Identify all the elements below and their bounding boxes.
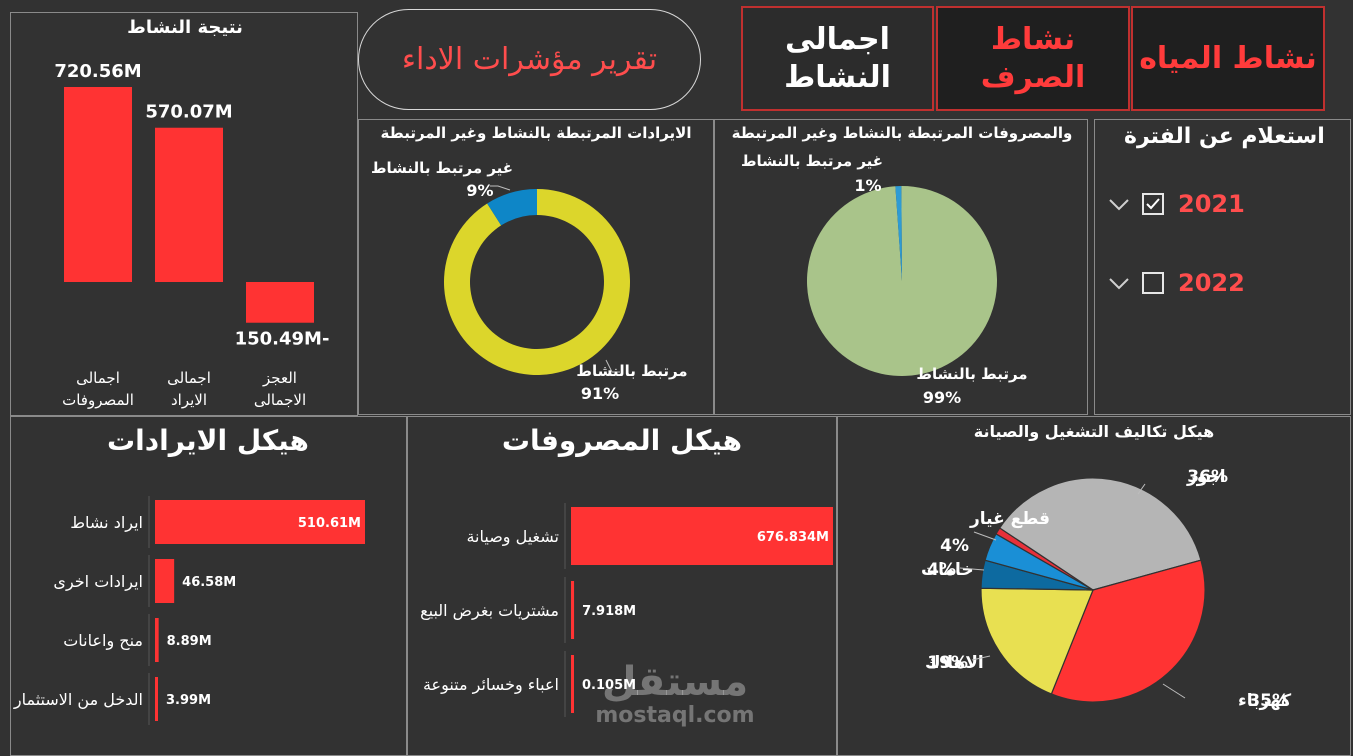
activity-result-panel xyxy=(10,12,358,416)
revenue-structure-value-3: 3.99M xyxy=(166,693,211,708)
year-2021-label: 2021 xyxy=(1178,190,1245,218)
period-filter-title: استعلام عن الفترة xyxy=(1124,124,1325,149)
om-cost-label-value-3: 4% xyxy=(927,560,956,580)
revenue-structure-title: هيكل الايرادات xyxy=(107,424,309,457)
expense-structure-value-2: 0.105M xyxy=(582,678,636,693)
activity-result-title: نتيجة النشاط xyxy=(127,17,243,38)
expense-structure-bar-2 xyxy=(571,655,574,713)
watermark-latin: mostaql.com xyxy=(595,703,755,728)
revenue-structure-category-1: ايرادات اخرى xyxy=(53,572,143,592)
om-cost-label-name-4: قطع غيار xyxy=(969,509,1050,529)
revenue-structure-category-3: الدخل من الاستثمار xyxy=(13,690,143,710)
expense-split-label-name-1: غير مرتبط بالنشاط xyxy=(741,152,883,170)
expense-split-label-value-0: 99% xyxy=(923,388,961,407)
revenue-split-label-name-1: غير مرتبط بالنشاط xyxy=(371,159,513,177)
om-cost-leader-4 xyxy=(973,531,997,541)
revenue-structure-bar-2 xyxy=(155,618,159,662)
expense-structure-title: هيكل المصروفات xyxy=(502,424,742,457)
revenue-split-label-value-0: 91% xyxy=(581,384,619,403)
om-cost-label-value-0: 36% xyxy=(1187,467,1228,487)
om-cost-label-name-0: اجور xyxy=(1186,467,1226,487)
activity-result-category-2-0: العجز xyxy=(262,369,297,387)
om-cost-slice-1 xyxy=(1050,559,1206,703)
revenue-split-title: الايرادات المرتبطة بالنشاط وغير المرتبطة xyxy=(381,124,692,142)
revenue-structure-value-2: 8.89M xyxy=(167,634,212,649)
revenue-structure-bar-1 xyxy=(155,559,175,603)
om-cost-leader-3 xyxy=(959,567,985,571)
om-cost-title: هيكل تكاليف التشغيل والصيانة xyxy=(974,422,1214,441)
watermark-arabic: مستقل xyxy=(601,659,749,705)
nav-sewage-button[interactable]: نشاط الصرف xyxy=(936,6,1130,111)
revenue-split-leader-0 xyxy=(490,185,511,191)
year-2022-option[interactable]: 2022 xyxy=(1108,269,1245,297)
revenue-structure-bar-3 xyxy=(155,677,158,721)
expense-split-label-name-0: مرتبط بالنشاط xyxy=(916,365,1027,383)
expense-split-slice-0 xyxy=(806,186,997,376)
om-cost-label-value-4: 4% xyxy=(940,536,969,556)
expense-structure-bar-1 xyxy=(571,581,575,639)
expense-structure-category-0: تشغيل وصيانة xyxy=(466,527,559,547)
year-2022-checkbox[interactable] xyxy=(1142,272,1164,294)
om-cost-slice-2 xyxy=(980,587,1094,695)
report-title-text: تقرير مؤشرات الاداء xyxy=(401,42,658,77)
nav-total-label-line1: اجمالى xyxy=(785,22,890,57)
om-cost-leader-2 xyxy=(971,655,991,661)
expense-split-panel xyxy=(714,119,1088,415)
report-title: تقرير مؤشرات الاداء xyxy=(358,9,701,110)
om-cost-label-name-1: كهرباء xyxy=(1238,691,1291,711)
nav-total-label-line2: النشاط xyxy=(784,59,891,95)
expense-split-title: والمصروفات المرتبطة بالنشاط وغير المرتبط… xyxy=(732,124,1073,142)
activity-result-category-1-0: اجمالى xyxy=(167,369,211,387)
year-2021-checkbox[interactable] xyxy=(1142,193,1164,215)
om-cost-label-value-2: 19% xyxy=(927,653,968,673)
om-cost-slice-0 xyxy=(998,477,1202,591)
expense-structure-value-0: 676.834M xyxy=(757,530,829,545)
revenue-structure-category-0: ايراد نشاط xyxy=(70,513,143,533)
chevron-down-icon[interactable] xyxy=(1108,272,1130,294)
expense-split-slice-1 xyxy=(895,186,902,281)
activity-result-value-1: 570.07M xyxy=(145,102,232,123)
revenue-split-label-value-1: 9% xyxy=(466,181,493,200)
expense-split-label-value-1: 1% xyxy=(854,176,881,195)
nav-water-button[interactable]: نشاط المياه xyxy=(1131,6,1325,111)
activity-result-category-0-0: اجمالى xyxy=(76,369,120,387)
activity-result-bar-1 xyxy=(155,127,223,282)
nav-sewage-label: نشاط الصرف xyxy=(980,22,1086,95)
revenue-structure-category-2: منح واعانات xyxy=(63,631,143,651)
year-2022-label: 2022 xyxy=(1178,269,1245,297)
om-cost-leader-1 xyxy=(1162,683,1186,699)
chevron-down-icon[interactable] xyxy=(1108,193,1130,215)
revenue-split-leader-1 xyxy=(605,359,620,373)
revenue-split-slice-1 xyxy=(487,189,537,226)
om-cost-slice-4 xyxy=(984,533,1094,591)
expense-structure-category-1: مشتريات بغرض البيع xyxy=(420,601,559,621)
nav-water-label: نشاط المياه xyxy=(1139,40,1317,76)
activity-result-category-0-1: المصروفات xyxy=(62,391,134,409)
activity-result-category-2-1: الاجمالى xyxy=(254,391,306,409)
om-cost-label-name-2: الاهلاك xyxy=(925,653,984,673)
om-cost-leader-0 xyxy=(1137,483,1146,495)
activity-result-value-2: -150.49M xyxy=(235,329,330,350)
revenue-split-panel xyxy=(358,119,714,415)
watermark: مستقل mostaql.com xyxy=(590,660,760,728)
nav-total-button[interactable]: اجمالى النشاط xyxy=(741,6,934,111)
activity-result-value-0: 720.56M xyxy=(54,61,141,82)
checkmark-icon xyxy=(1146,198,1160,210)
revenue-structure-bar-0 xyxy=(155,500,365,544)
activity-result-bar-0 xyxy=(64,87,132,282)
activity-result-category-1-1: الايراد xyxy=(171,391,207,409)
activity-result-bar-2 xyxy=(246,282,314,323)
om-cost-label-name-3: خامات xyxy=(921,560,974,580)
revenue-structure-value-1: 46.58M xyxy=(182,575,236,590)
expense-structure-bar-0 xyxy=(571,507,833,565)
revenue-split-slice-0 xyxy=(444,189,631,376)
expense-structure-category-2: اعباء وخسائر متنوعة xyxy=(423,675,559,695)
om-cost-label-value-1: 35% xyxy=(1248,691,1289,711)
period-filter-panel xyxy=(1094,119,1351,415)
year-2021-option[interactable]: 2021 xyxy=(1108,190,1245,218)
revenue-split-label-name-0: مرتبط بالنشاط xyxy=(576,362,687,380)
expense-structure-value-1: 7.918M xyxy=(582,604,636,619)
revenue-structure-value-0: 510.61M xyxy=(298,516,361,531)
